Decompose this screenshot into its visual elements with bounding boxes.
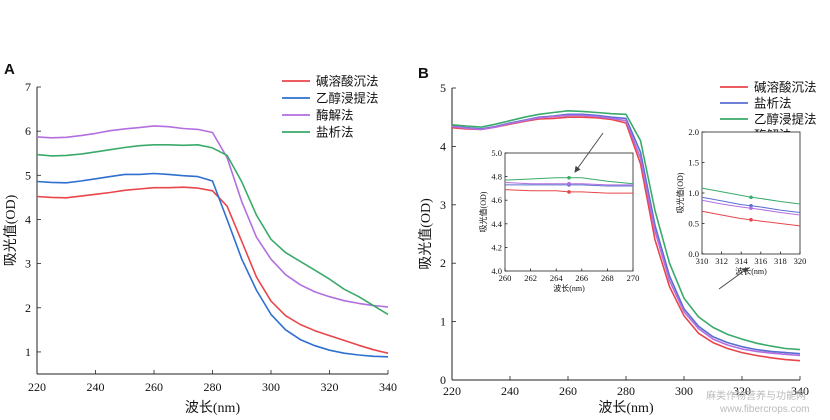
panel-b-inset-2-x-tick-label: 312 [715, 256, 728, 266]
panel-a-x-tick-label: 260 [145, 380, 163, 394]
panel-b-inset-2-x-tick-label: 316 [754, 256, 767, 266]
panel-a-y-tick-label: 1 [25, 345, 31, 359]
panel-b-series-line-4 [451, 114, 801, 357]
panel-b-y-tick-label: 5 [440, 81, 446, 95]
watermark-line-2: www.fibercrops.com [719, 404, 809, 415]
panel-a-series-line-1 [36, 186, 389, 354]
panel-b-chart: 220 240 260 280 300 320 340 0 1 2 3 4 5 波长(nm) 吸光值(OD)… [418, 80, 817, 417]
panel-b-inset-1-y-tick-label: 4.8 [491, 172, 502, 182]
panel-b-legend-label-1: 碱溶酸沉法 [754, 80, 817, 95]
watermark-line-1: 麻类作物营养与功能网 [706, 389, 806, 402]
panel-b-inset-2-x-tick-label: 320 [794, 256, 807, 266]
panel-a-letter: A [4, 61, 15, 78]
panel-b-inset-1-y-tick-label: 4.6 [491, 195, 502, 205]
panel-b-inset-2-y-tick-label: 2.0 [688, 127, 699, 137]
panel-a-y-tick-label: 5 [25, 168, 31, 182]
panel-b-inset-2-x-tick-label: 310 [696, 256, 709, 266]
panel-a-x-tick-label: 340 [379, 380, 397, 394]
panel-b-inset-1-x-tick-label: 266 [575, 273, 588, 283]
panel-a-legend-label-3: 酶解法 [316, 108, 354, 123]
panel-b-inset-1-x-tick-label: 264 [550, 273, 564, 283]
panel-b-inset-1: 260 262 264 266 268 270 4.0 4.2 4.4 4.6 4.8 5.0 波长(n… [478, 148, 639, 293]
panel-a-series-line-4 [36, 144, 389, 316]
panel-a-series-line-3 [36, 125, 389, 308]
panel-b-inset-1-y-axis-label: 吸光值(OD) [478, 191, 488, 232]
panel-b-inset-1-marker-3 [567, 175, 571, 180]
panel-a-y-tick-label: 2 [25, 301, 31, 315]
panel-b-x-tick-label: 280 [617, 384, 635, 398]
panel-a-x-tick-label: 280 [204, 380, 222, 394]
panel-b-y-tick-label: 2 [440, 256, 446, 270]
panel-b-letter: B [418, 65, 429, 82]
panel-b-inset-2-frame [701, 131, 801, 255]
panel-a-y-tick-label: 6 [25, 124, 31, 138]
panel-b-x-tick-label: 220 [443, 384, 461, 398]
panel-b-y-tick-label: 3 [440, 198, 446, 212]
panel-b-y-tick-label: 0 [440, 373, 446, 387]
panel-b-inset-1-x-tick-label: 268 [601, 273, 614, 283]
panel-b-inset-1-frame [504, 152, 634, 272]
panel-b-inset-2-y-tick-label: 1.5 [688, 158, 699, 168]
panel-b-inset-2-y-axis-label: 吸光值(OD) [675, 172, 685, 213]
panel-b-x-axis-label: 波长(nm) [598, 400, 654, 416]
panel-b-inset-1-x-axis-label: 波长(nm) [553, 283, 585, 293]
panel-b-x-tick-label: 240 [501, 384, 519, 398]
panel-a-x-tick-label: 220 [28, 380, 46, 394]
panel-b-inset-2-x-axis-label: 波长(nm) [735, 266, 767, 276]
panel-a-x-tick-label: 240 [87, 380, 105, 394]
panel-b-inset-2-y-tick-label: 1.0 [688, 188, 699, 198]
panel-b-inset-2-pointer-arrow [718, 267, 749, 290]
panel-b-inset-2-y-tick-label: 0.5 [688, 219, 699, 229]
panel-a-y-tick-label: 7 [25, 80, 31, 94]
panel-b-inset-1-y-tick-label: 4.2 [491, 242, 502, 252]
panel-b-legend-label-3: 乙醇浸提法 [754, 112, 817, 127]
panel-b-inset-2-marker-4 [749, 206, 753, 211]
panel-b-inset-2: 310 312 314 316 318 320 0.0 0.5 1.0 1.5 2.0 波长(nm) 吸… [675, 127, 806, 276]
panel-b-series-line-3 [451, 110, 801, 351]
panel-b-inset-1-y-tick-label: 5.0 [491, 148, 502, 158]
panel-b-inset-1-x-tick-label: 260 [499, 273, 512, 283]
panel-a-chart: 220 240 260 280 300 320 340 1 2 3 4 5 6 7 波长(nm) 吸光值(OD… [3, 74, 397, 417]
panel-b-inset-2-x-tick-label: 314 [735, 256, 749, 266]
panel-a-x-tick-label: 300 [262, 380, 280, 394]
panel-a-y-tick-label: 3 [25, 257, 31, 271]
panel-b-y-axis-label: 吸光值(OD) [418, 198, 434, 270]
panel-b-inset-1-y-tick-label: 4.0 [491, 266, 502, 276]
panel-a-legend-label-4: 盐析法 [316, 126, 354, 140]
panel-a-series-line-2 [36, 172, 389, 358]
panel-a-y-tick-label: 4 [25, 212, 31, 226]
panel-b-inset-2-x-tick-label: 318 [774, 256, 787, 266]
panel-a-y-axis-label: 吸光值(OD) [3, 194, 19, 266]
panel-b-inset-2-marker-1 [749, 218, 753, 222]
panel-b-legend-label-2: 盐析法 [754, 97, 792, 111]
panel-b-inset-2-y-tick-label: 0.0 [688, 249, 699, 259]
panel-b-y-tick-label: 4 [440, 139, 446, 153]
panel-b-inset-1-x-tick-label: 262 [524, 273, 537, 283]
panel-a-x-axis-label: 波长(nm) [185, 400, 241, 416]
panel-b-inset-1-x-tick-label: 270 [627, 273, 640, 283]
panel-b-inset-1-marker-4 [567, 181, 571, 186]
panel-a-x-tick-label: 320 [321, 380, 339, 394]
panel-a-legend-label-1: 碱溶酸沉法 [316, 74, 379, 89]
panel-b-inset-2-marker-3 [749, 195, 753, 200]
panel-b-inset-1-y-tick-label: 4.4 [491, 219, 502, 229]
panel-b-x-tick-label: 300 [675, 384, 693, 398]
panel-b-x-tick-label: 260 [559, 384, 577, 398]
panel-b-y-tick-label: 1 [440, 315, 446, 329]
panel-b-inset-1-marker-1 [567, 190, 571, 194]
panel-b-x-tick-label: 340 [791, 384, 809, 398]
panel-b-inset-1-pointer-arrow [574, 132, 604, 173]
panel-b-x-tick-label: 320 [733, 384, 751, 398]
panel-a-legend-label-2: 乙醇浸提法 [316, 91, 379, 106]
